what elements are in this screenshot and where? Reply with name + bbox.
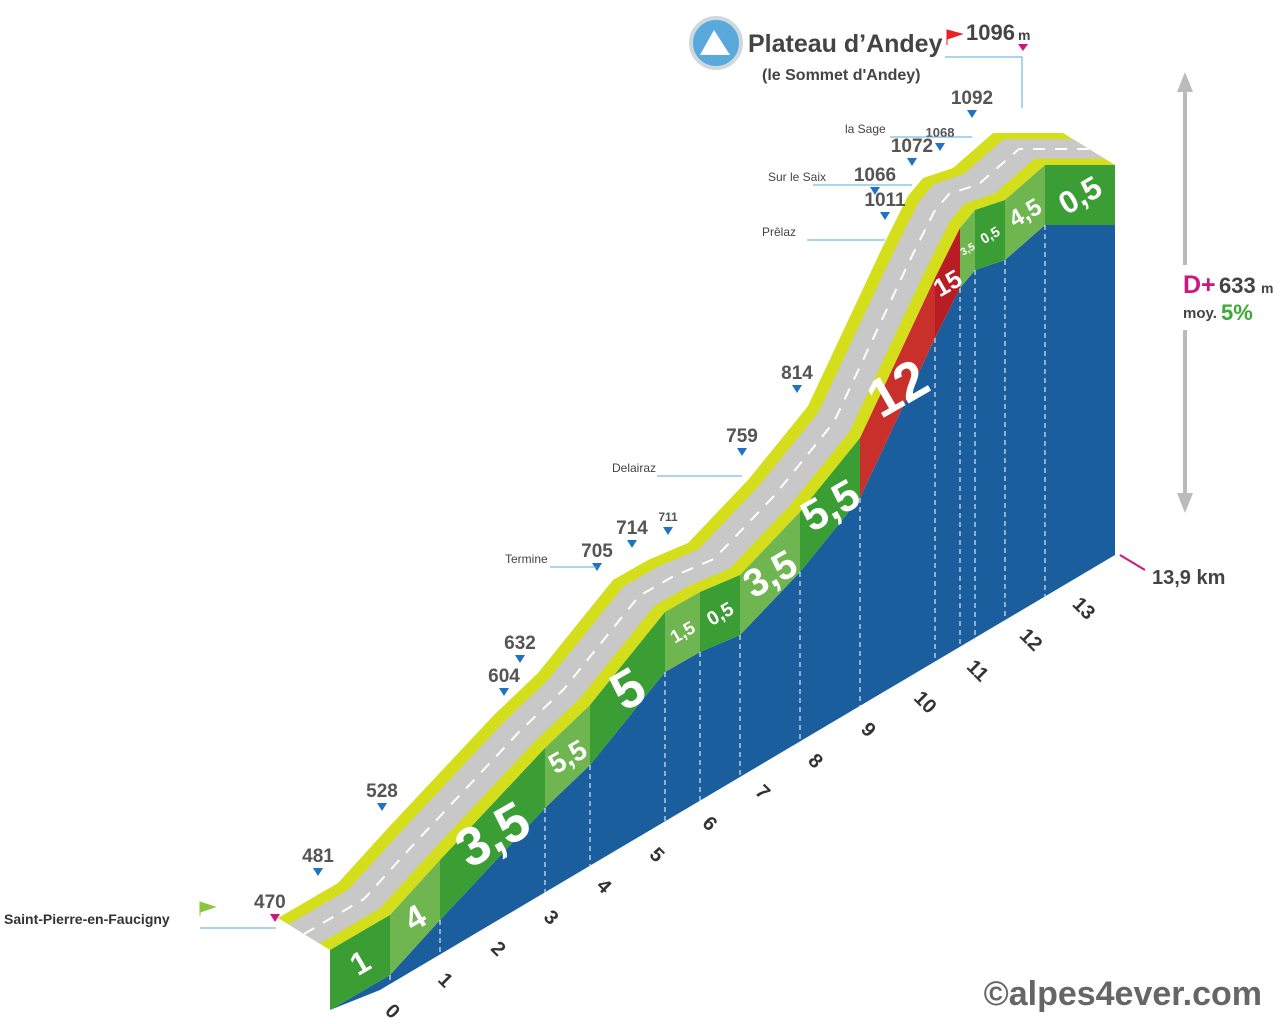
start-marker: [270, 914, 280, 922]
title: Plateau d’Andey: [748, 30, 943, 58]
credit: ©alpes4ever.com: [984, 975, 1262, 1013]
place-name: Termine: [505, 552, 548, 566]
gradient-segment: [700, 575, 740, 652]
km-label: 13: [1068, 593, 1099, 624]
waypoint-altitude: 528: [366, 781, 398, 802]
waypoint-marker: [515, 655, 525, 663]
summit-leader: [945, 56, 1023, 108]
dplus-value: 633: [1219, 273, 1256, 298]
waypoint-marker: [737, 448, 747, 456]
summit-flag: [946, 29, 964, 45]
waypoint-altitude: 632: [504, 633, 536, 654]
km-label: 3: [539, 906, 562, 929]
waypoint-altitude: 705: [581, 541, 613, 562]
summit-icon-mountain: [700, 30, 730, 55]
waypoint-marker: [907, 158, 917, 166]
waypoint-marker: [627, 540, 637, 548]
waypoint-altitude: 1092: [951, 88, 993, 109]
summit-marker: [1018, 44, 1028, 51]
km-label: 5: [645, 844, 668, 867]
waypoint-marker: [377, 803, 387, 811]
km-label: 4: [592, 875, 616, 899]
waypoint-altitude: 759: [726, 426, 758, 447]
stats-bg: [1170, 265, 1270, 330]
waypoint-marker: [870, 187, 880, 195]
waypoint-altitude: 1066: [854, 165, 896, 186]
place-name: la Sage: [845, 122, 886, 136]
subtitle: (le Sommet d'Andey): [762, 67, 921, 84]
km-label: 0: [380, 1000, 403, 1023]
road-surface: [288, 139, 1105, 944]
place-name: Prêlaz: [762, 225, 796, 239]
km-label: 10: [909, 687, 940, 718]
waypoint-marker: [880, 212, 890, 220]
km-label: 9: [856, 718, 879, 741]
km-label: 12: [1015, 624, 1046, 655]
gradient-segment: [740, 512, 800, 635]
side-wall: [330, 225, 1115, 1010]
waypoint-marker: [935, 143, 945, 151]
waypoint-altitude: 481: [302, 846, 334, 867]
waypoint-marker: [967, 110, 977, 118]
place-name: Delairaz: [612, 461, 656, 475]
gradient-segment: [590, 612, 665, 765]
waypoint-altitude: 1068: [926, 125, 955, 140]
km-label: 7: [751, 781, 774, 804]
gradient-segment: [860, 278, 935, 498]
gradient-segment: [545, 705, 590, 808]
km-label: 2: [486, 937, 509, 960]
distance: 13,9 km: [1152, 567, 1225, 589]
average-label: moy.: [1183, 305, 1217, 322]
average-value: 5%: [1221, 300, 1253, 325]
waypoint-altitude: 1011: [864, 190, 906, 211]
gradient-segment: [800, 438, 860, 572]
summit-unit: m: [1018, 27, 1030, 43]
km-label: 8: [803, 750, 826, 773]
waypoint-marker: [663, 527, 673, 535]
gradient-segment: [330, 915, 390, 1010]
distance-tick: [1119, 554, 1146, 571]
km-label: 6: [698, 812, 721, 835]
waypoint-marker: [499, 688, 509, 696]
gradient-segment: [1005, 165, 1045, 260]
gradient-segment: [440, 748, 545, 920]
start-altitude: 470: [254, 892, 286, 913]
waypoint-altitude: 711: [658, 510, 678, 524]
dplus-unit: m: [1261, 280, 1273, 296]
profile: [278, 133, 1115, 1010]
gradient-segment: [390, 860, 440, 975]
place-name: Sur le Saix: [768, 170, 826, 184]
gradient-segment: [665, 592, 700, 672]
km-label: 1: [433, 969, 456, 992]
waypoint-marker: [313, 868, 323, 876]
summit-altitude: 1096: [966, 20, 1015, 45]
km-label: 11: [962, 656, 993, 687]
waypoint-altitude: 604: [488, 666, 520, 687]
start-flag: [199, 901, 217, 916]
waypoint-altitude: 1072: [891, 136, 933, 157]
gradient-segment: [935, 228, 960, 338]
start-name: Saint-Pierre-en-Faucigny: [4, 911, 170, 927]
gradient-segment: [960, 210, 975, 288]
dplus-label: D+: [1183, 271, 1216, 299]
gradient-segment: [975, 200, 1005, 270]
gradient-segment: [1045, 165, 1115, 225]
waypoint-altitude: 814: [781, 363, 813, 384]
waypoint-marker: [792, 385, 802, 393]
road-centerline: [303, 148, 1089, 935]
waypoint-altitude: 714: [616, 518, 648, 539]
